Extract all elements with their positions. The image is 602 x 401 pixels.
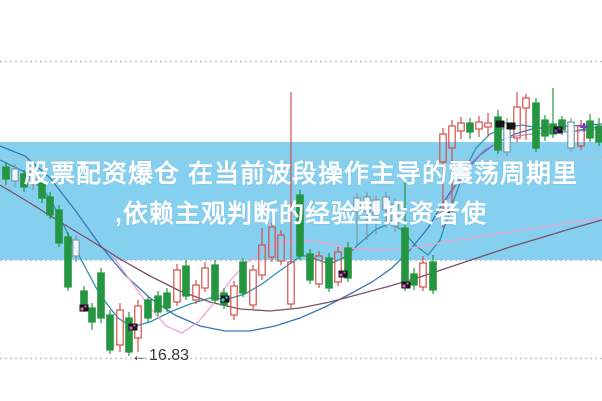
candle (258, 228, 266, 280)
trade-marker-black-magenta-icon (401, 281, 411, 289)
candle (29, 168, 37, 190)
candle (419, 256, 427, 291)
candle (239, 258, 247, 297)
candle (134, 300, 142, 352)
candle (97, 268, 105, 323)
candle (325, 253, 333, 292)
trade-marker-black-purple-icon (553, 126, 563, 134)
candle (306, 249, 314, 284)
candle (211, 260, 219, 304)
candle (567, 118, 575, 152)
candle (363, 192, 371, 240)
candle (64, 232, 72, 291)
candle (106, 310, 114, 354)
candle (20, 170, 28, 192)
low-price-value: 16.83 (149, 347, 190, 364)
candle (182, 260, 190, 300)
candle (457, 117, 465, 139)
candle (144, 296, 152, 322)
trade-marker-black-plain-icon (495, 120, 505, 128)
candle (192, 280, 200, 304)
candle (125, 312, 133, 356)
low-price-annotation: ← 16.83 (131, 346, 189, 366)
candle (201, 262, 209, 292)
candle (230, 281, 238, 320)
candle (484, 113, 492, 136)
candle (173, 264, 181, 306)
candle (72, 236, 80, 262)
candle (88, 303, 96, 330)
candle (55, 205, 63, 247)
candle (268, 222, 276, 262)
ma-pink-line (111, 217, 602, 334)
ma-slow-maroon-line (0, 184, 602, 312)
candle (410, 268, 418, 290)
candle (315, 251, 323, 288)
trade-marker-black-teal-icon (220, 295, 230, 303)
candle (532, 98, 540, 152)
trade-marker-black-magenta-icon (79, 304, 89, 312)
candle (163, 288, 171, 312)
candle (154, 291, 162, 316)
candle (494, 110, 502, 154)
candle (391, 198, 399, 232)
candle (46, 192, 54, 219)
candle (11, 164, 19, 187)
candle (541, 115, 549, 141)
candle (595, 118, 602, 146)
candle (586, 114, 594, 142)
trade-marker-black-magenta-icon (338, 270, 348, 278)
candle (344, 242, 352, 282)
candle (475, 116, 483, 137)
candle (296, 190, 304, 260)
candle (249, 265, 257, 310)
candle (448, 120, 456, 212)
candle (439, 128, 447, 228)
candle (372, 196, 380, 234)
candle (466, 118, 474, 139)
candle (429, 255, 437, 294)
trade-marker-triangle-down-icon (442, 208, 452, 216)
candle (287, 92, 295, 308)
trade-marker-black-magenta-icon (128, 323, 138, 331)
candle (522, 94, 530, 140)
trade-marker-black-plain-icon (506, 122, 516, 130)
candle (116, 303, 124, 352)
candle (382, 192, 390, 228)
candle (277, 230, 285, 265)
candle (353, 193, 361, 246)
trade-marker-purple-cross-icon (580, 123, 588, 131)
candle (38, 178, 46, 203)
left-arrow-icon: ← (131, 346, 148, 365)
candle (2, 162, 10, 185)
candle (334, 247, 342, 286)
